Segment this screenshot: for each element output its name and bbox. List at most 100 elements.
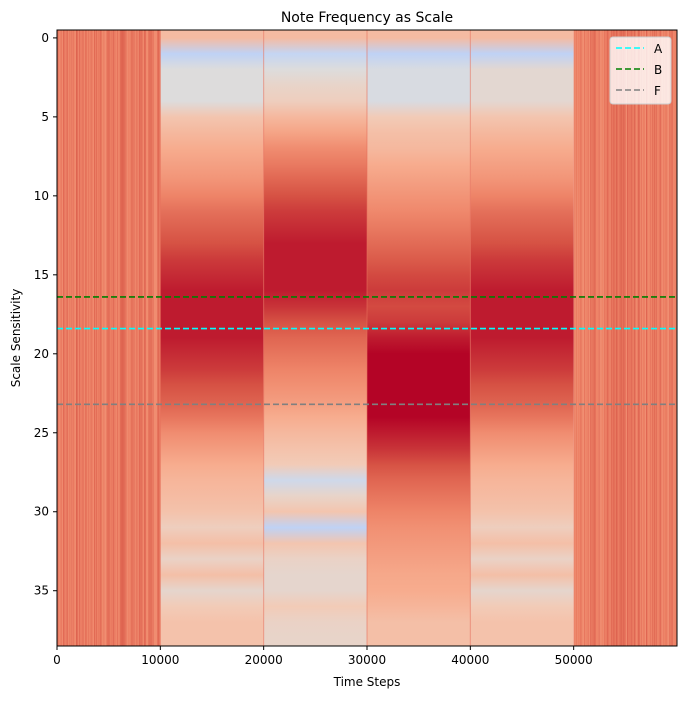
heatmap-cell [160, 109, 263, 125]
heatmap-cell [367, 77, 470, 93]
x-tick-label: 40000 [451, 653, 489, 667]
heatmap-stripe [125, 30, 127, 646]
heatmap-cell [367, 188, 470, 204]
heatmap-stripe [98, 30, 100, 646]
heatmap-stripe [134, 30, 136, 646]
heatmap-cell [160, 456, 263, 472]
heatmap-cell [470, 188, 573, 204]
heatmap-stripe [153, 30, 155, 646]
heatmap-cell [264, 614, 367, 630]
heatmap-stripe [127, 30, 129, 646]
heatmap-stripe [671, 30, 674, 646]
heatmap-stripe [639, 30, 642, 646]
heatmap-stripe [609, 30, 612, 646]
heatmap-stripe [573, 30, 575, 646]
heatmap-stripe [128, 30, 130, 646]
heatmap-stripe [131, 30, 134, 646]
heatmap-stripe [675, 30, 677, 646]
heatmap-cell [470, 393, 573, 409]
heatmap-cell [367, 346, 470, 362]
heatmap-cell [160, 599, 263, 615]
heatmap-cell [160, 504, 263, 520]
heatmap-stripe [90, 30, 92, 646]
heatmap-stripe [644, 30, 646, 646]
heatmap-stripe [106, 30, 109, 646]
heatmap-stripe [633, 30, 636, 646]
heatmap-cell [367, 551, 470, 567]
heatmap-stripe [582, 30, 584, 646]
heatmap-stripe [655, 30, 657, 646]
heatmap-stripe [108, 30, 110, 646]
heatmap-stripe [631, 30, 633, 646]
heatmap-stripe [102, 30, 104, 646]
heatmap-cell [470, 488, 573, 504]
heatmap-cell [367, 409, 470, 425]
heatmap-cell [470, 599, 573, 615]
y-axis: 0 5 10 15 20 25 30 35 [34, 31, 57, 598]
heatmap-segment [470, 30, 574, 646]
heatmap-cell [264, 267, 367, 283]
heatmap-stripe [137, 30, 139, 646]
heatmap-stripe [131, 30, 133, 646]
heatmap-stripe [101, 30, 104, 646]
heatmap-stripe [586, 30, 588, 646]
heatmap-cell [470, 93, 573, 109]
heatmap-stripe [77, 30, 79, 646]
heatmap-stripe [605, 30, 607, 646]
heatmap-cell [470, 425, 573, 441]
heatmap-cell [264, 30, 367, 46]
heatmap-cell [470, 504, 573, 520]
reference-lines [57, 296, 677, 406]
heatmap-stripe [585, 30, 587, 646]
heatmap-cell [264, 567, 367, 583]
heatmap-stripe [83, 30, 85, 646]
heatmap-cell [367, 362, 470, 378]
heatmap-cell [470, 299, 573, 315]
heatmap-stripe [600, 30, 602, 646]
heatmap-stripe [125, 30, 128, 646]
heatmap-stripe [583, 30, 585, 646]
heatmap-stripe [97, 30, 99, 646]
heatmap-cell [264, 204, 367, 220]
heatmap-stripe [640, 30, 643, 646]
heatmap-cell [264, 393, 367, 409]
heatmap-stripe [577, 30, 579, 646]
heatmap-stripe [594, 30, 596, 646]
heatmap-cell [470, 630, 573, 646]
heatmap-stripe [590, 30, 593, 646]
heatmap-stripe [652, 30, 654, 646]
heatmap-stripe [109, 30, 111, 646]
heatmap-stripe [672, 30, 674, 646]
heatmap-stripe [597, 30, 600, 646]
heatmap-stripe [599, 30, 601, 646]
heatmap-stripe [136, 30, 138, 646]
heatmap-cell [160, 441, 263, 457]
heatmap-stripe [645, 30, 647, 646]
heatmap-stripe [634, 30, 637, 646]
heatmap-stripe [95, 30, 98, 646]
heatmap-stripe [110, 30, 112, 646]
chart-title: Note Frequency as Scale [281, 10, 453, 26]
heatmap-cell [470, 346, 573, 362]
heatmap-cell [367, 172, 470, 188]
heatmap-cell [470, 520, 573, 536]
heatmap-stripe [74, 30, 76, 646]
heatmap-cell [470, 267, 573, 283]
heatmap-cell [264, 283, 367, 299]
heatmap-stripe [628, 30, 631, 646]
heatmap-cell [264, 441, 367, 457]
y-tick-label: 5 [41, 110, 49, 124]
heatmap-cell [470, 204, 573, 220]
heatmap-cell [470, 156, 573, 172]
heatmap-cell [470, 377, 573, 393]
heatmap-stripe [580, 30, 582, 646]
heatmap-cell [264, 362, 367, 378]
heatmap-stripe [590, 30, 592, 646]
heatmap-stripe [58, 30, 60, 646]
heatmap-stripe [94, 30, 97, 646]
heatmap-stripe [613, 30, 615, 646]
heatmap-stripe [92, 30, 94, 646]
heatmap-stripe [660, 30, 662, 646]
heatmap-cell [367, 520, 470, 536]
heatmap-stripe [75, 30, 78, 646]
